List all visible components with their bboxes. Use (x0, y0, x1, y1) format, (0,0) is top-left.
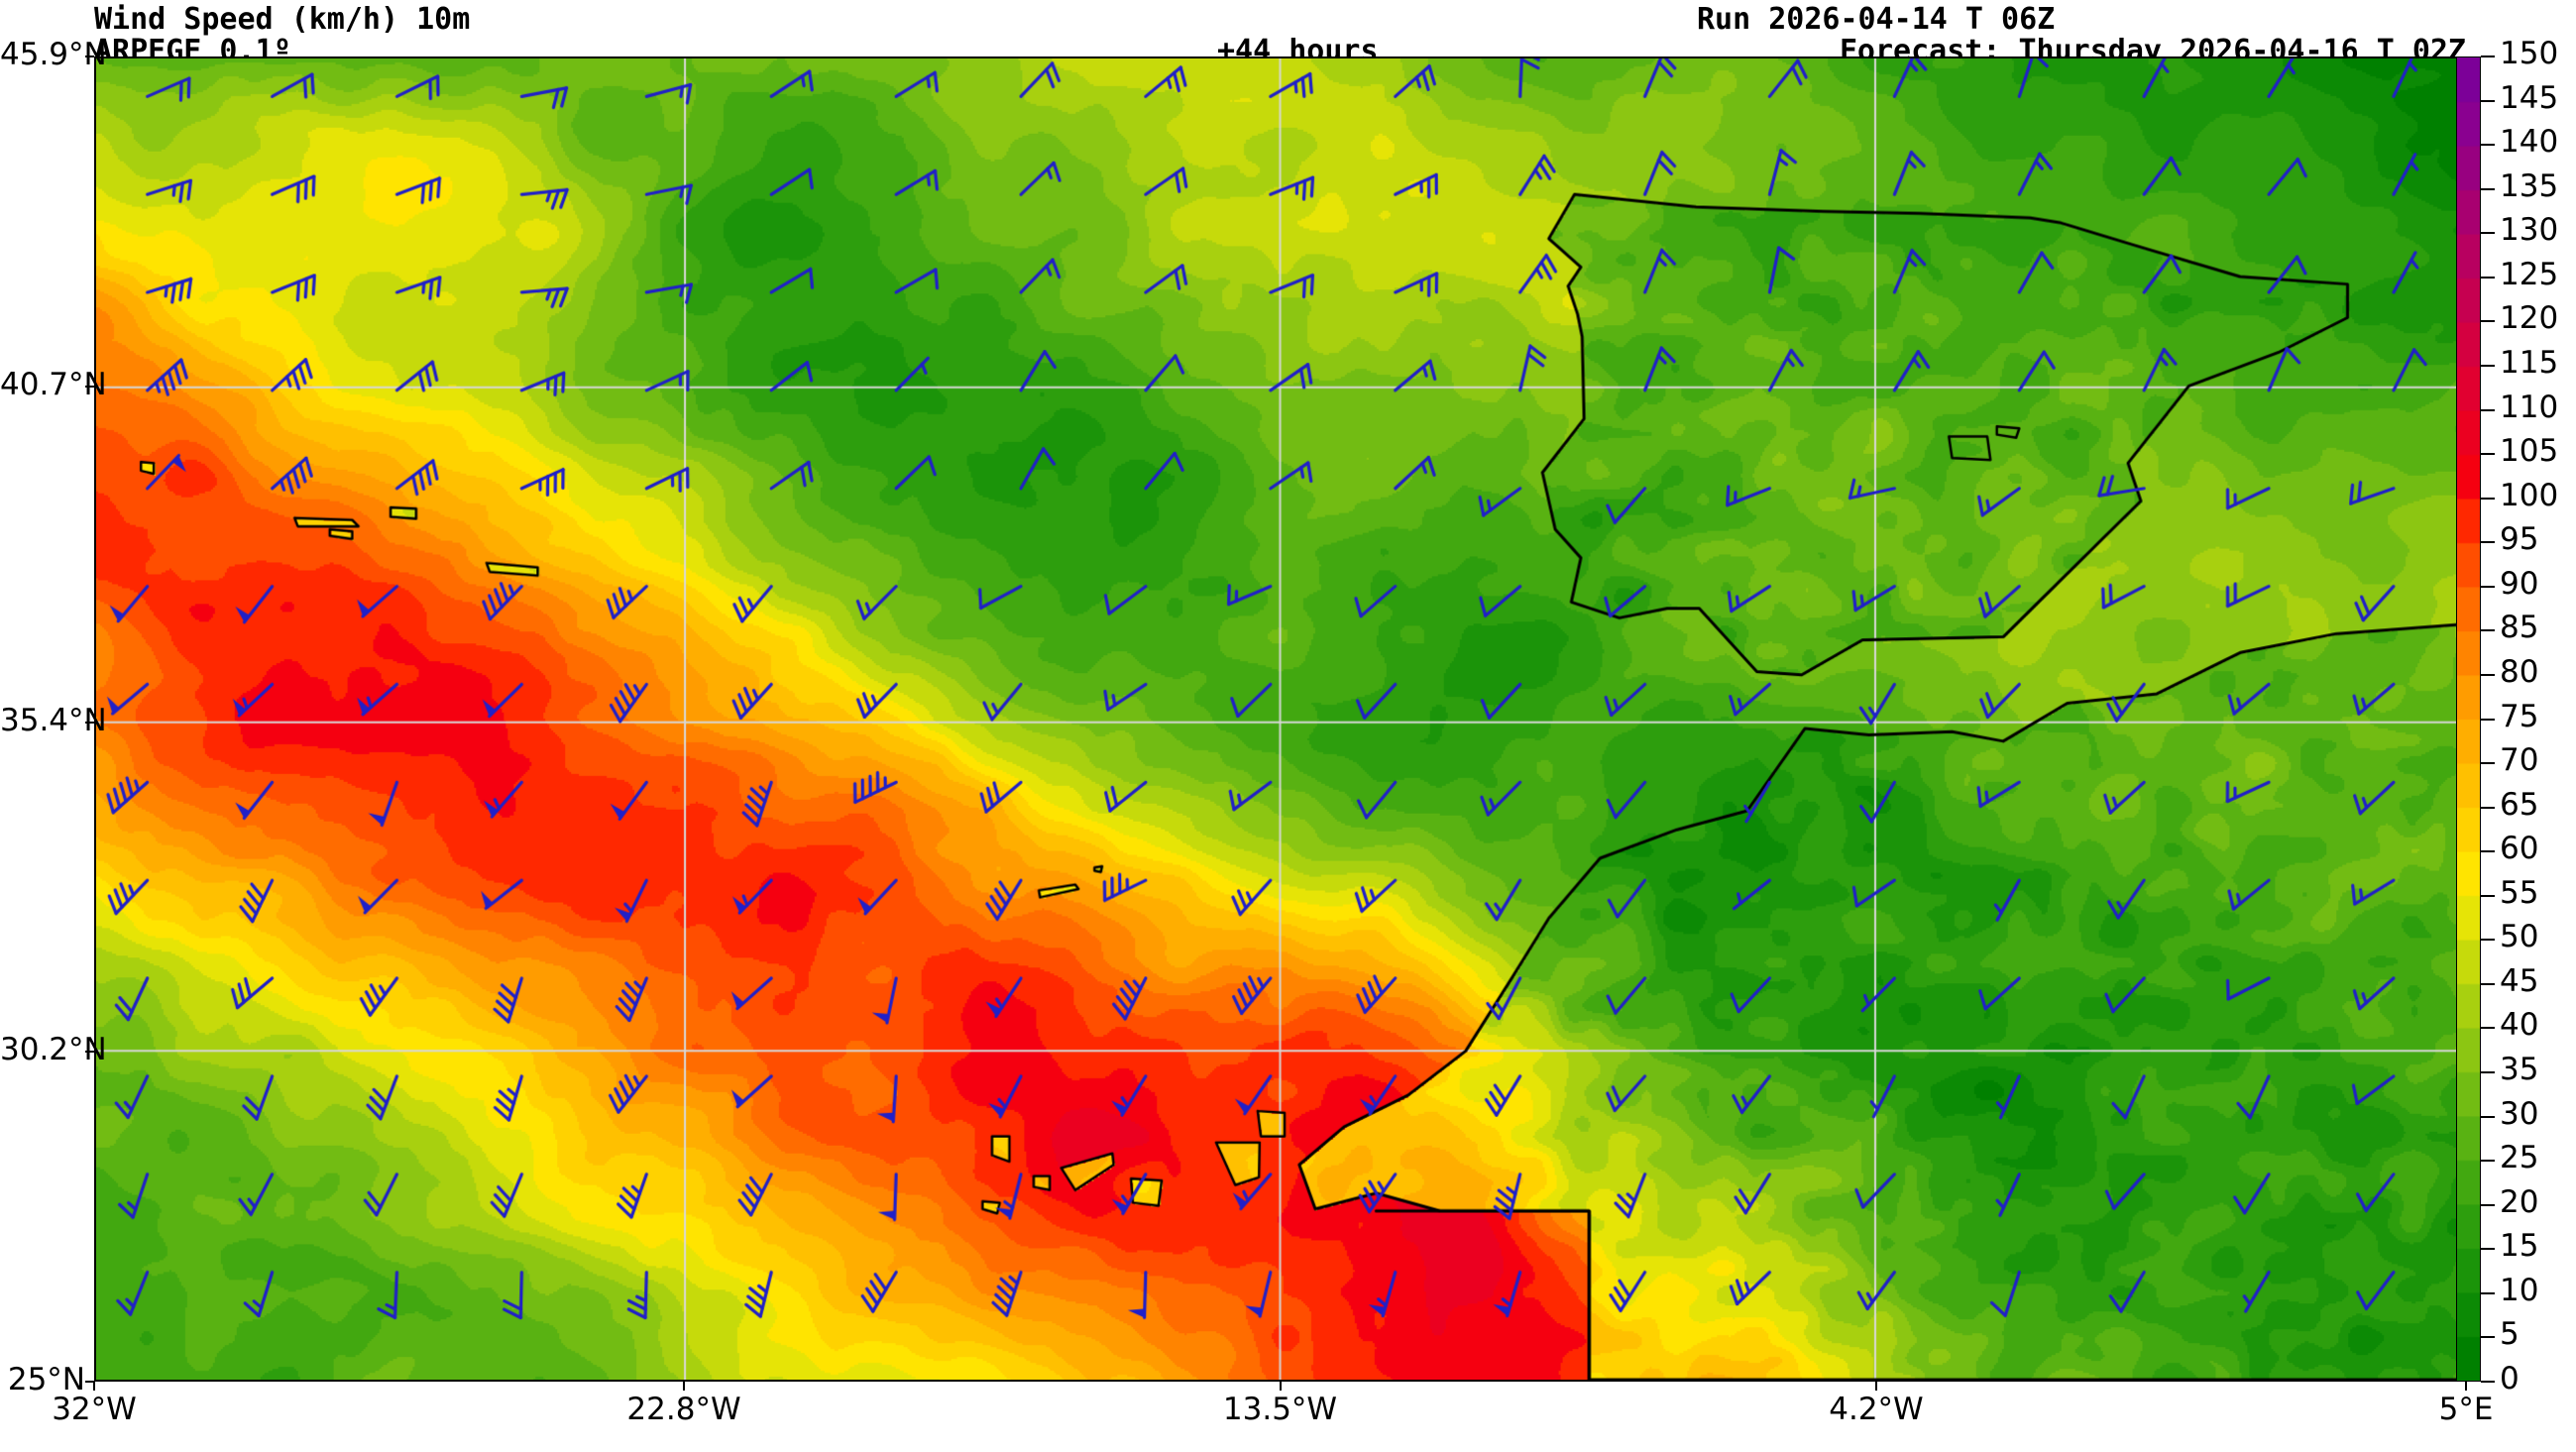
longitude-tick-label: 4.2°W (1829, 1392, 1924, 1427)
colorbar-tick-label: 120 (2500, 300, 2559, 337)
colorbar-tick (2481, 1160, 2495, 1163)
colorbar-tick (2481, 99, 2495, 102)
colorbar-tick-label: 10 (2500, 1272, 2539, 1308)
colorbar-tick (2481, 320, 2495, 323)
colorbar-tick-label: 60 (2500, 831, 2539, 867)
colorbar-tick (2481, 364, 2495, 367)
colorbar-tick (2481, 1071, 2495, 1074)
colorbar-tick (2481, 408, 2495, 411)
longitude-tick-label: 22.8°W (626, 1392, 741, 1427)
latitude-tick (85, 56, 94, 57)
longitude-tick (1279, 1382, 1282, 1391)
latitude-tick-label: 45.9°N (0, 37, 107, 72)
colorbar-tick-label: 65 (2500, 786, 2539, 823)
colorbar-tick-label: 0 (2500, 1361, 2520, 1396)
colorbar-tick (2481, 1291, 2495, 1294)
latitude-tick-label: 40.7°N (0, 366, 107, 402)
colorbar-tick-label: 5 (2500, 1316, 2520, 1353)
longitude-tick-label: 32°W (52, 1392, 137, 1427)
colorbar-tick-label: 15 (2500, 1228, 2539, 1265)
colorbar-tick-label: 20 (2500, 1183, 2539, 1220)
colorbar-tick-label: 70 (2500, 742, 2539, 779)
colorbar-tick (2481, 718, 2495, 721)
colorbar-tick-label: 140 (2500, 124, 2559, 161)
colorbar-tick (2481, 497, 2495, 500)
model-run-label: Run 2026-04-14 T 06Z (1697, 2, 2056, 37)
colorbar-tick (2481, 144, 2495, 147)
colorbar-tick-label: 35 (2500, 1052, 2539, 1088)
colorbar-scale: 0 5 10 15 20 25 30 35 40 45 50 55 60 65 70 75 80 85 90 95 10… (2456, 39, 2575, 1395)
map-plot-area[interactable] (94, 56, 2466, 1382)
colorbar-tick-label: 45 (2500, 962, 2539, 999)
colorbar-tick-label: 145 (2500, 79, 2559, 116)
colorbar-tick-label: 30 (2500, 1095, 2539, 1132)
colorbar-tick (2481, 232, 2495, 235)
colorbar-tick-label: 125 (2500, 256, 2559, 292)
colorbar-tick (2481, 585, 2495, 588)
colorbar-tick (2481, 850, 2495, 853)
colorbar-tick-label: 105 (2500, 433, 2559, 470)
colorbar-tick (2481, 806, 2495, 809)
colorbar-tick-label: 75 (2500, 698, 2539, 734)
colorbar-tick-label: 115 (2500, 344, 2559, 381)
colorbar-tick (2481, 1203, 2495, 1206)
colorbar-tick (2481, 894, 2495, 897)
latitude-tick (85, 721, 94, 724)
colorbar-tick-label: 90 (2500, 565, 2539, 602)
colorbar-tick (2481, 982, 2495, 985)
wind-speed-field-canvas (96, 58, 2464, 1380)
longitude-tick-label: 5°E (2438, 1392, 2494, 1427)
colorbar-tick-label: 95 (2500, 521, 2539, 558)
colorbar-tick (2481, 276, 2495, 279)
colorbar-tick (2481, 56, 2495, 57)
latitude-tick-label: 25°N (7, 1362, 85, 1397)
colorbar-tick (2481, 629, 2495, 632)
longitude-tick (683, 1382, 686, 1391)
latitude-tick-label: 35.4°N (0, 702, 107, 738)
latitude-tick-label: 30.2°N (0, 1032, 107, 1068)
colorbar-tick (2481, 1381, 2495, 1383)
latitude-tick (85, 385, 94, 388)
colorbar-tick-label: 25 (2500, 1140, 2539, 1176)
colorbar-tick-label: 80 (2500, 653, 2539, 690)
colorbar-tick-label: 130 (2500, 212, 2559, 249)
colorbar-tick (2481, 1027, 2495, 1030)
page-title: Wind Speed (km/h) 10m (94, 2, 471, 37)
colorbar-tick-label: 150 (2500, 36, 2559, 71)
colorbar-tick (2481, 1115, 2495, 1118)
colorbar-tick-label: 110 (2500, 389, 2559, 425)
colorbar-gradient (2456, 56, 2481, 1382)
colorbar-tick (2481, 453, 2495, 456)
latitude-tick (85, 1381, 94, 1383)
colorbar-tick-label: 55 (2500, 874, 2539, 911)
latitude-tick (85, 1051, 94, 1054)
colorbar-tick (2481, 673, 2495, 676)
colorbar-tick-label: 85 (2500, 610, 2539, 646)
colorbar-tick-label: 100 (2500, 477, 2559, 513)
colorbar-tick (2481, 541, 2495, 544)
colorbar-tick (2481, 1248, 2495, 1251)
colorbar-tick (2481, 939, 2495, 942)
longitude-tick (2465, 1382, 2467, 1391)
longitude-tick (93, 1382, 95, 1391)
colorbar-tick-label: 40 (2500, 1007, 2539, 1044)
colorbar-tick-label: 50 (2500, 919, 2539, 955)
colorbar-tick (2481, 762, 2495, 765)
colorbar-tick-label: 135 (2500, 168, 2559, 204)
longitude-tick (1874, 1382, 1877, 1391)
longitude-tick-label: 13.5°W (1222, 1392, 1338, 1427)
colorbar-tick (2481, 1336, 2495, 1339)
colorbar-tick (2481, 187, 2495, 190)
